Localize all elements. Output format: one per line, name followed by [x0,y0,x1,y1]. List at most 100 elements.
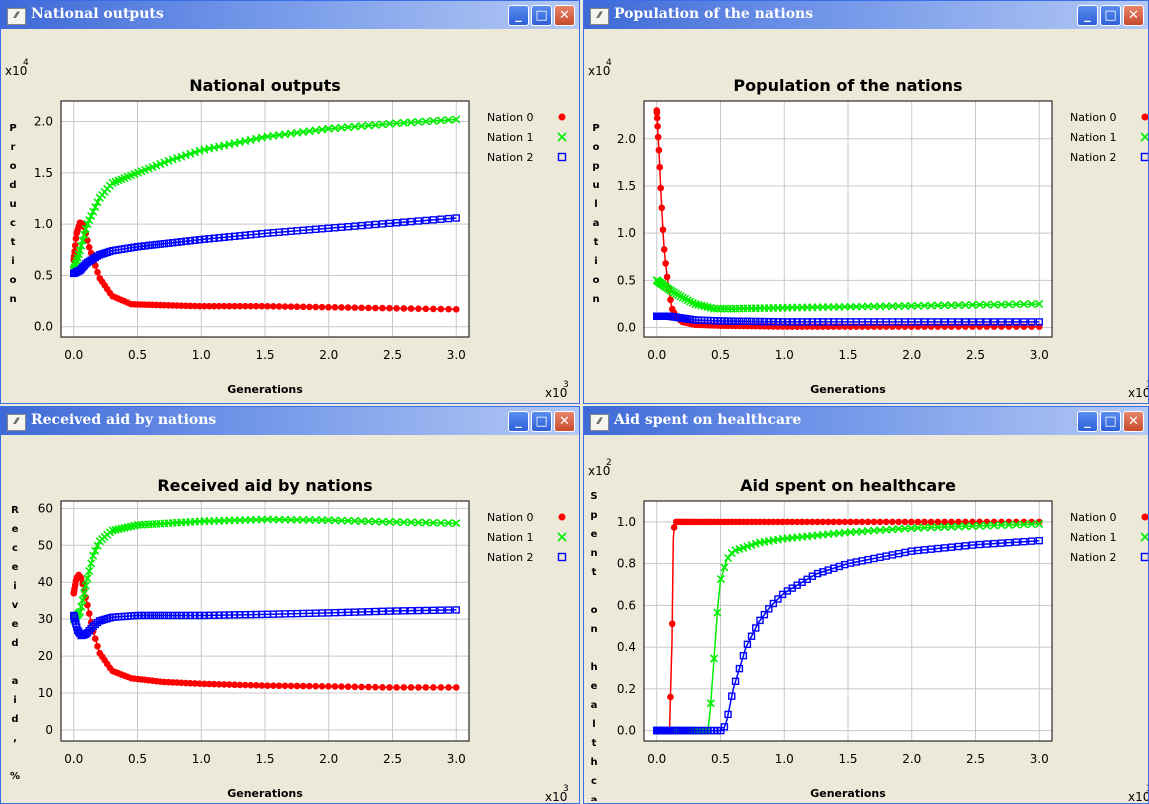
data-point [400,305,408,312]
data-point [656,163,664,171]
data-point [1012,520,1021,529]
data-point [169,611,177,620]
data-point [954,318,963,326]
data-point [337,516,346,525]
close-button[interactable]: ✕ [554,411,575,432]
data-point [882,518,890,526]
y-exponent: 4 [606,58,612,68]
data-point [982,521,991,530]
y-axis-label-char: o [593,142,600,153]
data-point [325,683,332,690]
x-multiplier: x10 [545,386,567,400]
data-point [934,318,942,326]
y-axis-label-char: t [11,237,16,248]
data-point [997,521,1006,530]
data-point [429,216,438,224]
data-point [210,611,218,619]
legend-label: Nation 1 [487,531,534,544]
data-point [1020,318,1028,326]
data-point [306,682,313,690]
data-point [148,611,157,620]
data-point [357,517,366,526]
legend-marker [557,152,567,162]
data-point [156,611,165,620]
data-point [968,522,977,531]
minimize-button[interactable]: _ [508,5,529,26]
data-point [940,301,949,310]
minimize-button[interactable]: _ [1077,411,1098,432]
maximize-button[interactable]: □ [531,5,552,26]
data-point [990,539,998,548]
legend-label: Nation 2 [1070,151,1117,164]
legend-marker [1140,132,1148,142]
data-point [934,518,942,526]
legend-marker [557,132,567,142]
x-exponent: 3 [563,784,569,794]
data-point [961,522,970,531]
data-point [85,610,93,617]
data-point [920,523,929,532]
close-button[interactable]: ✕ [1123,411,1144,432]
y-axis-label-char: d [9,180,16,191]
data-point [220,302,228,310]
window-titlebar[interactable]: ⁄⁄ National outputs _ □ ✕ [1,1,579,29]
minimize-button[interactable]: _ [508,411,529,432]
data-point [331,683,339,690]
y-axis-label-char: t [592,738,597,749]
data-point [908,518,915,526]
maximize-button[interactable]: □ [1100,5,1121,26]
data-point [399,518,408,527]
legend-marker [557,532,567,542]
data-point [78,596,87,605]
data-point [975,300,984,309]
data-point [901,518,909,526]
data-point [236,681,244,689]
data-point [160,611,169,620]
data-point [657,184,664,192]
y-axis-label-char: e [591,681,598,692]
data-point [173,611,181,620]
y-axis-label-char: n [9,294,16,305]
data-point [94,642,101,650]
data-point [75,246,85,255]
data-point [407,217,415,226]
data-point [962,518,969,526]
data-point [774,318,782,326]
minimize-button[interactable]: _ [1077,5,1098,26]
data-point [87,624,95,633]
data-point [415,684,422,691]
legend-label: Nation 2 [487,551,534,564]
chart-national-outputs: 0.0 0.5 1.0 1.5 2.0 2.5 3.0 0.0 0.5 1.0 1.5 2.0 Nati… [5,58,569,400]
data-point [385,607,394,615]
window-titlebar[interactable]: ⁄⁄ Received aid by nations _ □ ✕ [1,407,579,435]
data-point [895,518,902,526]
x-multiplier: x10 [545,790,567,801]
data-point [141,242,149,250]
data-point [747,317,756,326]
data-point [191,611,199,620]
data-point [429,518,438,527]
data-point [968,541,977,549]
y-axis-label-char: e [12,524,19,535]
data-point [847,518,854,526]
data-point [437,215,445,223]
series-2 [653,536,1043,735]
window-titlebar[interactable]: ⁄⁄ Aid spent on healthcare _ □ ✕ [584,407,1148,435]
window-titlebar[interactable]: ⁄⁄ Population of the nations _ □ ✕ [584,1,1148,29]
data-point [344,304,352,311]
close-button[interactable]: ✕ [1123,5,1144,26]
x-tick-label: 0.0 [64,348,83,362]
data-point [933,523,942,532]
data-point [177,238,186,246]
maximize-button[interactable]: □ [531,411,552,432]
data-point [961,318,970,326]
x-tick-label: 2.0 [902,752,921,766]
data-point [927,523,936,532]
maximize-button[interactable]: □ [1100,411,1121,432]
close-button[interactable]: ✕ [554,5,575,26]
data-point [378,220,387,228]
y-tick-label: 30 [38,612,53,626]
legend-label: Nation 2 [1070,551,1117,564]
x-axis-label: Generations [810,787,886,800]
data-point [940,522,949,532]
